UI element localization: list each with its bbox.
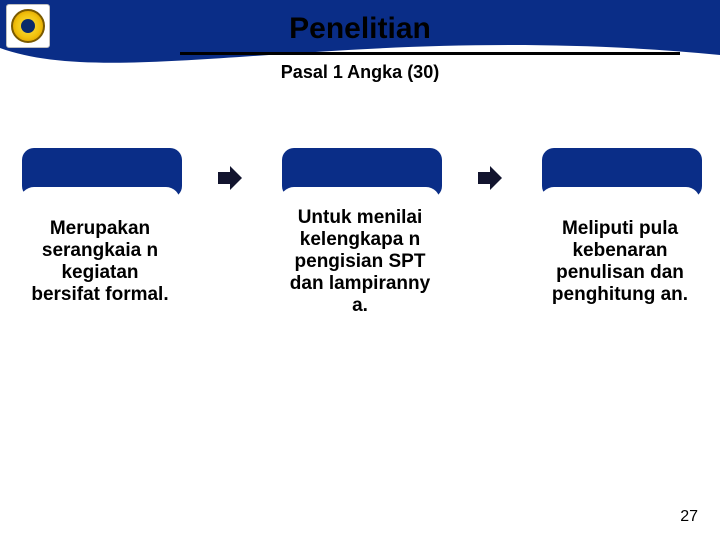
arrow-icon [210, 165, 250, 191]
card-text: Untuk menilai kelengkapa n pengisian SPT… [286, 207, 434, 316]
page-title: Penelitian [0, 12, 720, 46]
flow-row: Merupakan serangkaia n kegiatan bersifat… [20, 155, 700, 337]
title-underline [180, 52, 680, 55]
card-body: Merupakan serangkaia n kegiatan bersifat… [20, 187, 180, 337]
flow-card-3: Meliputi pula kebenaran penulisan dan pe… [540, 155, 700, 337]
card-body: Meliputi pula kebenaran penulisan dan pe… [540, 187, 700, 337]
arrow-icon [470, 165, 510, 191]
logo-circle [11, 9, 45, 43]
logo-badge [6, 4, 50, 48]
card-body: Untuk menilai kelengkapa n pengisian SPT… [280, 187, 440, 337]
flow-card-1: Merupakan serangkaia n kegiatan bersifat… [20, 155, 180, 337]
page-number: 27 [680, 508, 698, 526]
logo-center [21, 19, 35, 33]
flow-card-2: Untuk menilai kelengkapa n pengisian SPT… [280, 155, 440, 337]
page-subtitle: Pasal 1 Angka (30) [0, 62, 720, 83]
card-text: Meliputi pula kebenaran penulisan dan pe… [546, 218, 694, 305]
card-text: Merupakan serangkaia n kegiatan bersifat… [26, 218, 174, 305]
